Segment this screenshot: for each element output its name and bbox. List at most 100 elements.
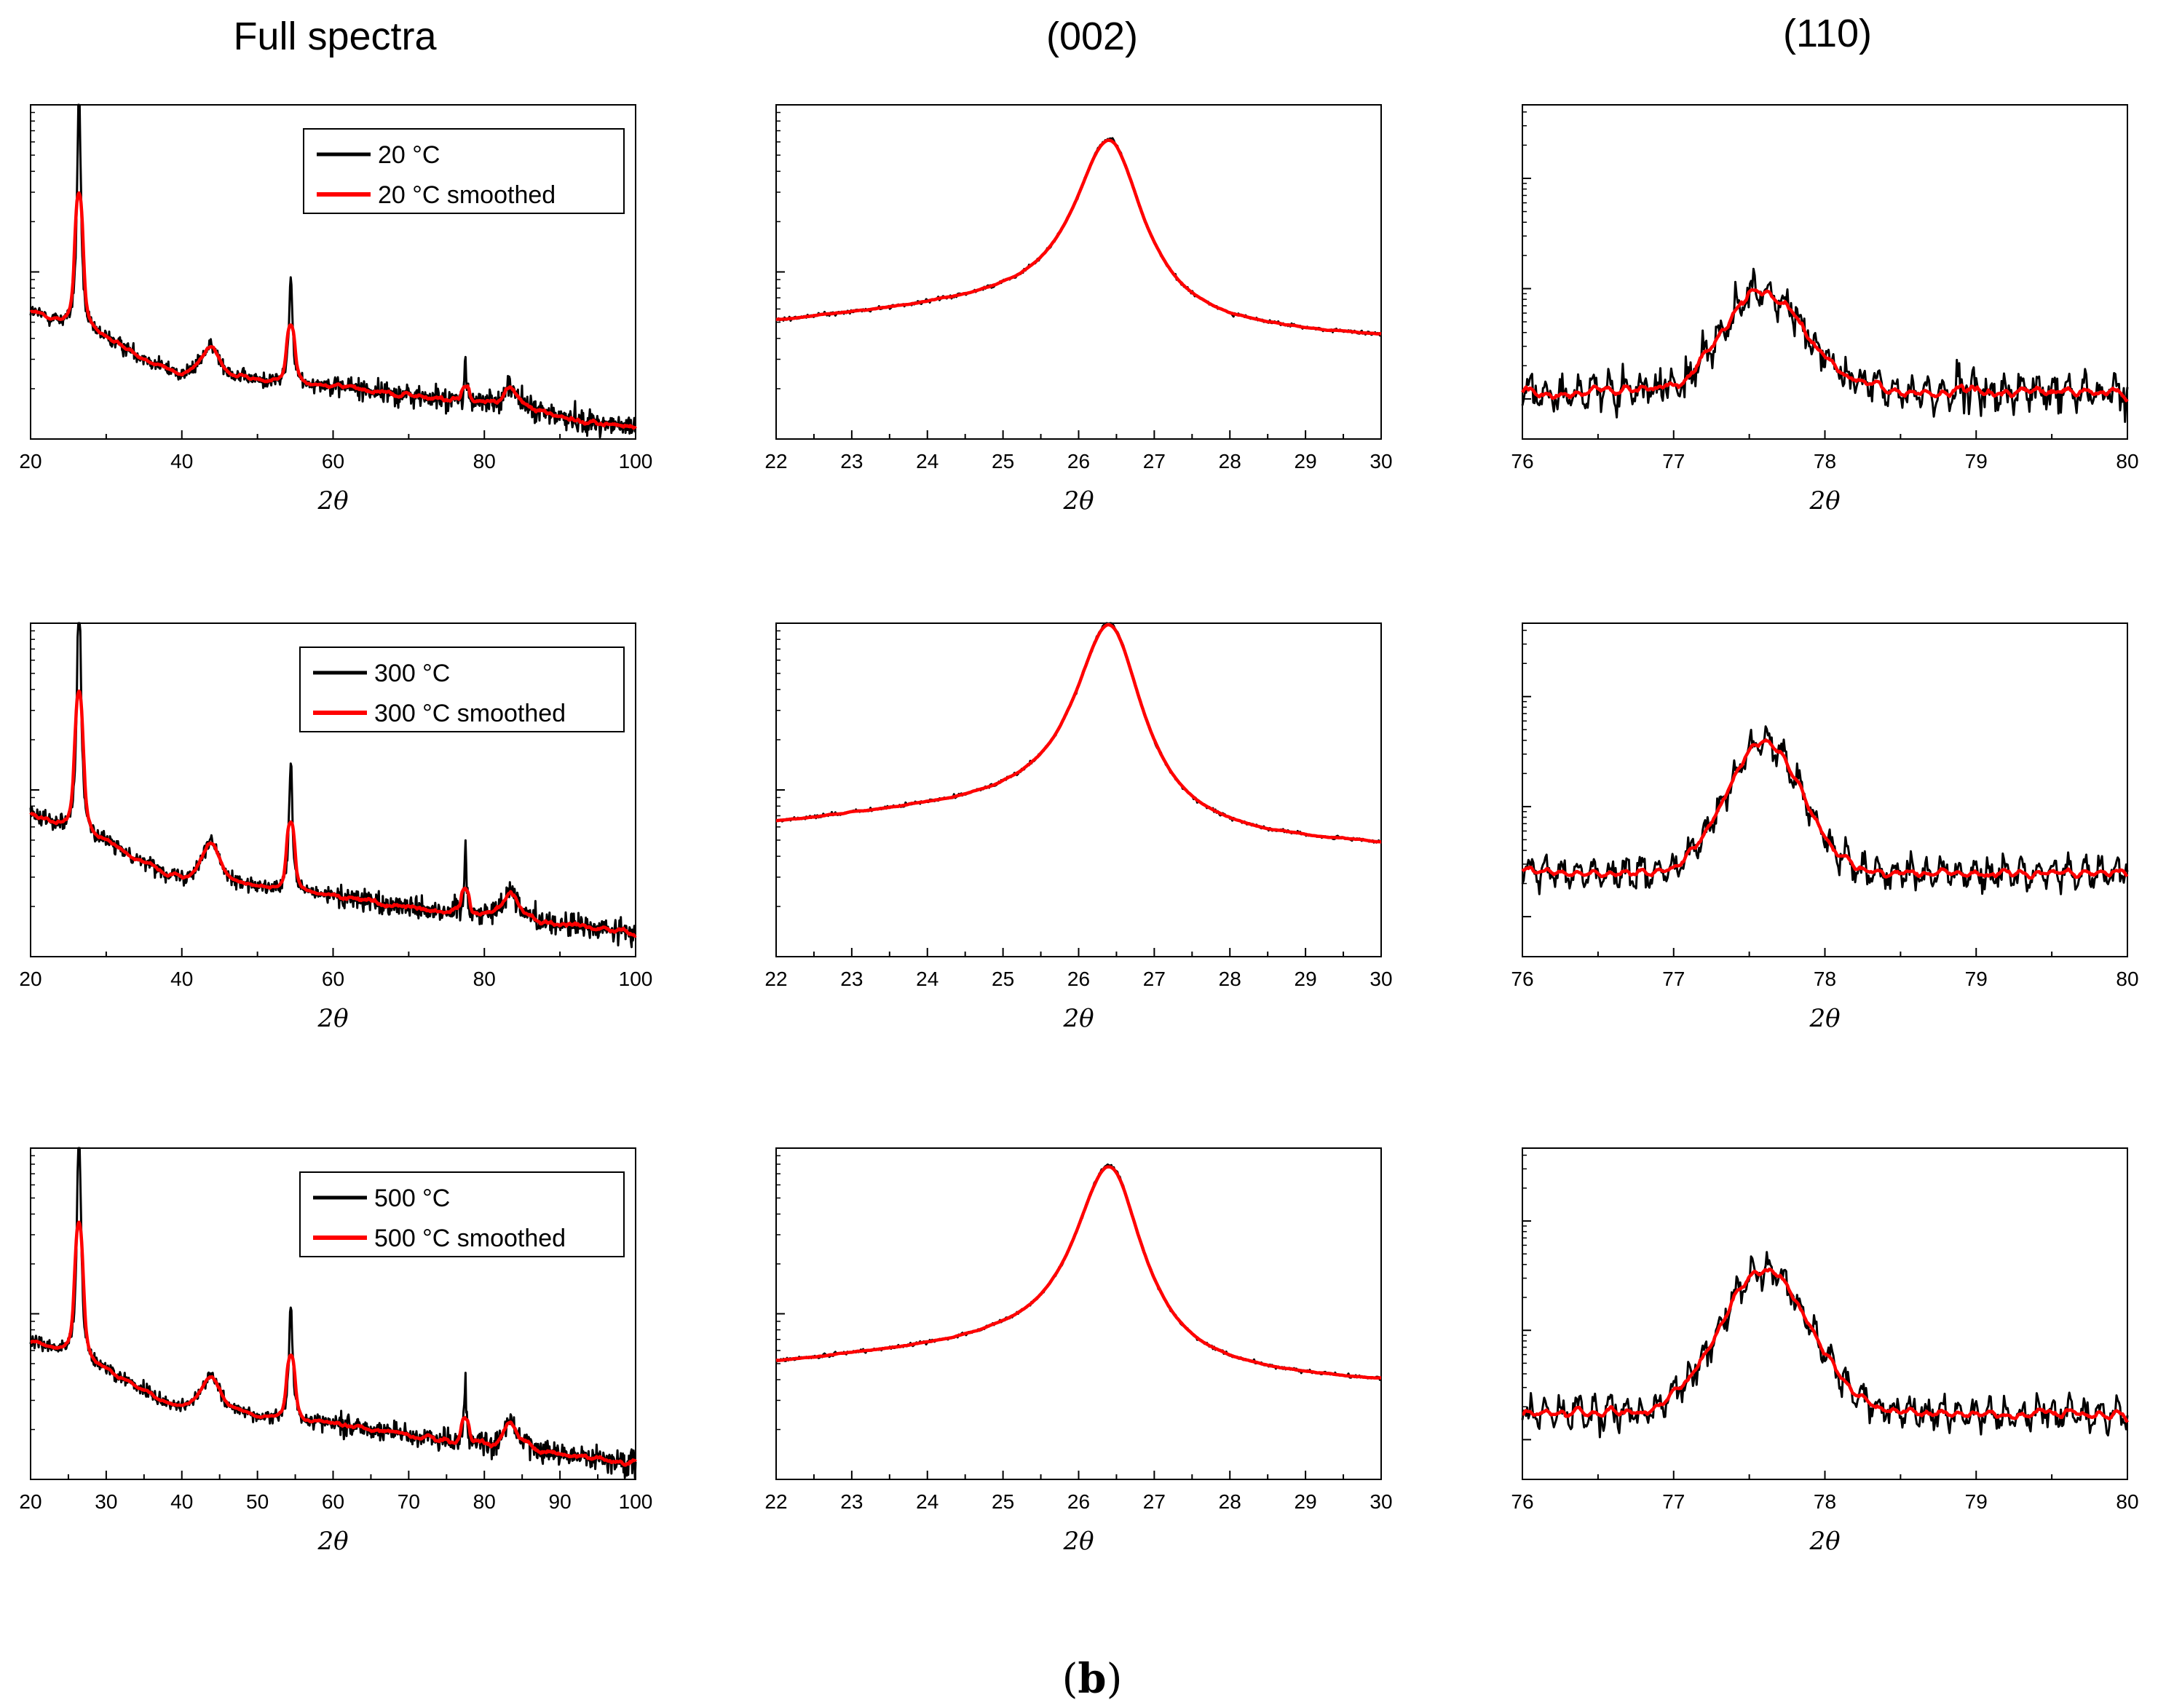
plot-frame	[775, 104, 1382, 440]
x-tick-label: 80	[473, 450, 496, 473]
x-tick-label: 27	[1143, 450, 1166, 473]
chart-panel-full-300: 20 40 60 80 100 2θ 300 °C 300 °C smoothed	[19, 622, 652, 1033]
x-tick-label: 80	[473, 968, 496, 990]
chart-panel-full-500: 20 30 40 50 60 70 80 90 100 2θ 500 °C 500 °C smooth…	[19, 1147, 653, 1556]
legend: 20 °C 20 °C smoothed	[303, 128, 625, 214]
chart-panels: 20 40 60 80 100 2θ 20 °C 20 °C smoothed 22 23 24 25…	[19, 103, 2139, 1556]
x-tick-label: 78	[1814, 450, 1836, 473]
legend-entry: 300 °C	[374, 660, 450, 687]
x-tick-label: 30	[1370, 1490, 1392, 1513]
x-tick-label: 26	[1067, 968, 1090, 990]
x-tick-label: 78	[1814, 968, 1836, 990]
chart-panel-p002-500: 22 23 24 25 26 27 28 29 30 2θ	[764, 1147, 1393, 1556]
plot-frame	[775, 1147, 1382, 1480]
x-tick-label: 24	[916, 450, 938, 473]
x-tick-label: 30	[1370, 450, 1392, 473]
x-tick-label: 28	[1219, 968, 1241, 990]
legend-box	[303, 128, 625, 214]
chart-panel-p110-20: 76 77 78 79 80 2θ	[1511, 104, 2139, 515]
x-tick-label: 40	[170, 1490, 193, 1513]
x-tick-label: 60	[322, 968, 344, 990]
x-tick-label: 23	[840, 450, 863, 473]
x-tick-label: 77	[1662, 1490, 1685, 1513]
series-line-smoothed	[29, 191, 637, 430]
series-line-smoothed	[29, 689, 637, 938]
caption-close: )	[1107, 1656, 1123, 1703]
x-tick-label: 22	[764, 450, 787, 473]
x-tick-label: 20	[19, 1490, 42, 1513]
x-tick-label: 22	[764, 968, 787, 990]
x-tick-label: 80	[2116, 1490, 2138, 1513]
x-tick-label: 22	[764, 1490, 787, 1513]
series-line-raw	[775, 1163, 1383, 1381]
x-tick-label: 26	[1067, 1490, 1090, 1513]
x-axis-label: 2θ	[1062, 1527, 1094, 1556]
x-tick-label: 90	[549, 1490, 572, 1513]
plot-frame	[775, 622, 1382, 957]
x-tick-label: 76	[1511, 450, 1533, 473]
x-tick-label: 80	[473, 1490, 496, 1513]
x-tick-label: 79	[1965, 1490, 1988, 1513]
x-tick-label: 20	[19, 450, 42, 473]
x-tick-label: 79	[1965, 968, 1988, 990]
x-axis-label: 2θ	[1809, 1004, 1840, 1033]
plot-frame	[1522, 622, 2128, 957]
x-tick-label: 23	[840, 968, 863, 990]
x-tick-label: 100	[619, 450, 653, 473]
x-tick-label: 70	[398, 1490, 420, 1513]
series-line-smoothed	[1521, 738, 2129, 880]
column-title-110: (110)	[1783, 12, 1872, 55]
series-line-raw	[1521, 1251, 2129, 1439]
x-tick-label: 78	[1814, 1490, 1836, 1513]
x-tick-label: 80	[2116, 450, 2138, 473]
x-tick-label: 29	[1295, 1490, 1317, 1513]
x-tick-label: 25	[992, 450, 1014, 473]
caption-letter: b	[1078, 1655, 1106, 1703]
x-tick-label: 30	[95, 1490, 117, 1513]
x-tick-label: 77	[1662, 450, 1685, 473]
x-axis-label: 2θ	[1809, 486, 1840, 515]
x-axis-label: 2θ	[1809, 1527, 1840, 1556]
series-line-raw	[1521, 725, 2129, 895]
legend-entry: 500 °C smoothed	[374, 1225, 566, 1252]
chart-panel-p110-300: 76 77 78 79 80 2θ	[1511, 622, 2139, 1033]
chart-panel-full-20: 20 40 60 80 100 2θ 20 °C 20 °C smoothed	[19, 103, 653, 515]
legend-entry: 500 °C	[374, 1185, 450, 1212]
x-axis-label: 2θ	[317, 486, 348, 515]
x-tick-label: 25	[992, 1490, 1014, 1513]
series-line-smoothed	[775, 138, 1382, 336]
caption-open: (	[1062, 1656, 1078, 1703]
series-line-smoothed	[775, 1165, 1382, 1380]
x-tick-label: 27	[1143, 968, 1166, 990]
x-tick-label: 25	[992, 968, 1014, 990]
x-axis-label: 2θ	[1062, 486, 1094, 515]
x-tick-label: 28	[1219, 1490, 1241, 1513]
x-tick-label: 29	[1295, 968, 1317, 990]
legend-entry: 20 °C	[378, 141, 440, 169]
series-line-smoothed	[1522, 1268, 2129, 1423]
x-tick-label: 40	[170, 968, 193, 990]
x-tick-label: 60	[322, 1490, 344, 1513]
x-tick-label: 100	[619, 1490, 653, 1513]
legend: 300 °C 300 °C smoothed	[299, 647, 625, 732]
x-tick-label: 24	[916, 1490, 938, 1513]
x-tick-label: 77	[1662, 968, 1685, 990]
x-tick-label: 20	[19, 968, 42, 990]
x-axis-label: 2θ	[317, 1527, 348, 1556]
chart-panel-p002-20: 22 23 24 25 26 27 28 29 30 2θ	[764, 104, 1393, 515]
x-tick-label: 28	[1219, 450, 1241, 473]
legend-entry: 300 °C smoothed	[374, 700, 566, 727]
legend-entry: 20 °C smoothed	[378, 181, 556, 209]
x-tick-label: 76	[1511, 1490, 1533, 1513]
x-tick-label: 40	[170, 450, 193, 473]
x-axis-label: 2θ	[1062, 1004, 1094, 1033]
figure-caption: (b)	[1062, 1655, 1123, 1703]
x-tick-label: 29	[1295, 450, 1317, 473]
legend-box	[299, 1171, 625, 1257]
column-title-002: (002)	[1046, 15, 1138, 58]
chart-panel-p002-300: 22 23 24 25 26 27 28 29 30 2θ	[764, 622, 1393, 1033]
legend: 500 °C 500 °C smoothed	[299, 1171, 625, 1257]
x-tick-label: 23	[840, 1490, 863, 1513]
x-axis-label: 2θ	[317, 1004, 348, 1033]
